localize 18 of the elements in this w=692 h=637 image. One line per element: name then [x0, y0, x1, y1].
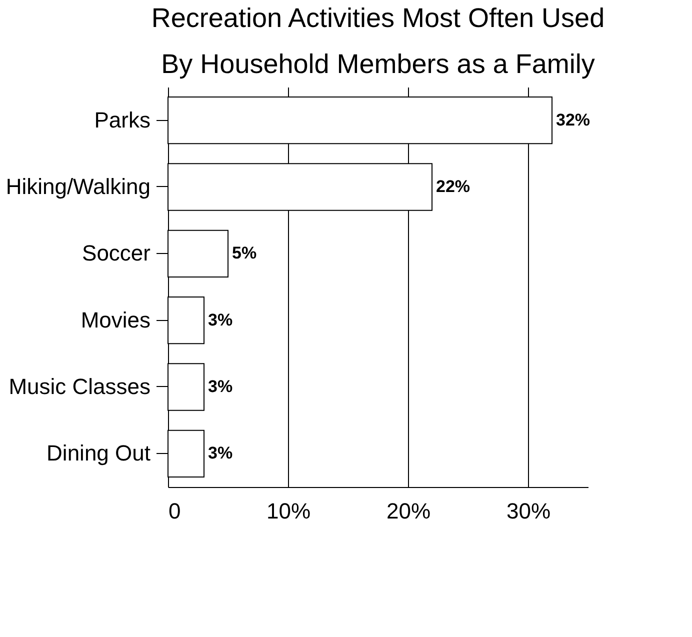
data-label: 3%	[208, 377, 233, 396]
data-label: 32%	[556, 110, 590, 130]
text: By Household Members as a Family	[161, 49, 595, 79]
data-label: 5%	[232, 244, 257, 263]
y-tick-label: Soccer	[82, 240, 150, 266]
y-tick-label: Parks	[94, 107, 150, 132]
x-tick-label: 10%	[266, 498, 311, 524]
x-tick-label: 30%	[506, 498, 551, 524]
data-label: 3%	[208, 310, 233, 330]
data-label: 22%	[436, 177, 470, 196]
x-tick-label: 0	[168, 498, 181, 524]
y-tick-label: Movies	[80, 307, 150, 332]
y-tick-label: Hiking/Walking	[6, 174, 150, 199]
y-tick-label: Dining Out	[46, 440, 150, 466]
x-tick-label: 20%	[386, 498, 431, 524]
data-label: 3%	[208, 444, 233, 463]
text: Recreation Activities Most Often Used	[151, 3, 605, 33]
y-tick-label: Music Classes	[8, 374, 150, 399]
